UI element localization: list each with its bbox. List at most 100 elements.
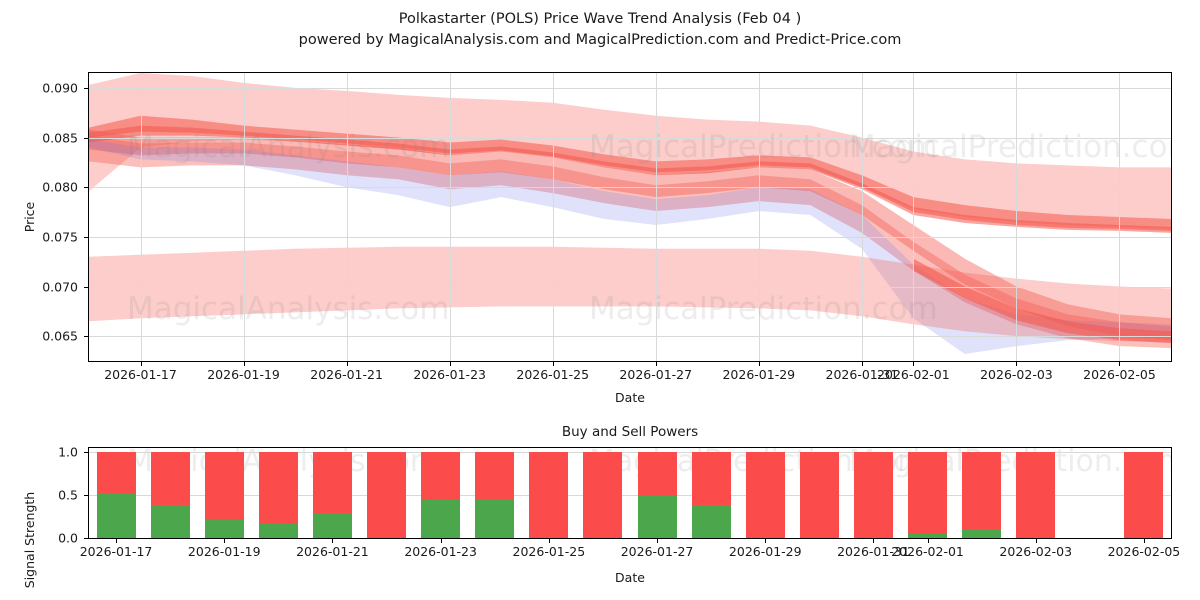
sell-power-bar[interactable]: [150, 452, 190, 505]
sell-power-bar[interactable]: [258, 452, 298, 524]
signal-x-tick-label: 2026-02-03: [999, 544, 1073, 559]
price-y-tick-label: 0.090: [42, 80, 78, 96]
sell-power-bar[interactable]: [312, 452, 352, 514]
buy-power-bar[interactable]: [258, 523, 298, 538]
price-x-tick-label: 2026-01-25: [516, 367, 590, 382]
signal-bar-group[interactable]: [96, 448, 136, 538]
signal-bar-group[interactable]: [583, 448, 623, 538]
sell-power-bar[interactable]: [1016, 452, 1056, 538]
signal-bar-group[interactable]: [475, 448, 515, 538]
sell-power-bar[interactable]: [204, 452, 244, 520]
price-x-tick-label: 2026-01-21: [310, 367, 383, 382]
sell-power-bar[interactable]: [96, 452, 136, 493]
signal-y-axis-label: Signal Strength: [22, 491, 37, 589]
price-x-tick-mark: [758, 362, 760, 366]
price-gridline-v: [140, 73, 142, 361]
price-gridline-h: [89, 187, 1171, 189]
price-x-tick-mark: [1119, 362, 1121, 366]
buy-power-bar[interactable]: [312, 514, 352, 538]
signal-bar-group[interactable]: [1124, 448, 1164, 538]
signal-x-tick-label: 2026-01-31: [837, 544, 910, 559]
price-x-tick-label: 2026-01-23: [413, 367, 486, 382]
buy-power-bar[interactable]: [421, 500, 461, 538]
signal-x-tick-mark: [873, 539, 875, 543]
signal-x-tick-mark: [332, 539, 334, 543]
signal-x-tick-label: 2026-01-25: [512, 544, 586, 559]
signal-bar-group[interactable]: [258, 448, 298, 538]
sell-power-bar[interactable]: [853, 452, 893, 538]
buy-power-bar[interactable]: [204, 519, 244, 538]
signal-bar-group[interactable]: [637, 448, 677, 538]
sell-power-bar[interactable]: [908, 452, 947, 534]
signal-y-tick-label: 1.0: [58, 444, 78, 460]
signal-bar-group[interactable]: [799, 448, 839, 538]
signal-x-tick-label: 2026-02-05: [1107, 544, 1181, 559]
signal-y-tick-mark: [84, 495, 88, 497]
chart-title-line-1: Polkastarter (POLS) Price Wave Trend Ana…: [398, 11, 802, 27]
signal-y-tick-label: 0.5: [58, 487, 78, 503]
signal-x-tick-mark: [548, 539, 550, 543]
price-gridline-h: [89, 236, 1171, 238]
signal-bar-group[interactable]: [745, 448, 785, 538]
price-x-tick-mark: [449, 362, 451, 366]
signal-bar-group[interactable]: [908, 448, 947, 538]
price-y-tick-label: 0.085: [42, 130, 78, 146]
price-x-tick-mark: [140, 362, 142, 366]
sell-power-bar[interactable]: [421, 452, 461, 501]
buy-power-bar[interactable]: [475, 500, 515, 538]
signal-bar-group[interactable]: [962, 448, 1002, 538]
price-gridline-h: [89, 87, 1171, 89]
signal-y-tick-label: 0.0: [58, 530, 78, 546]
price-y-tick-mark: [84, 336, 88, 338]
buy-power-bar[interactable]: [96, 492, 136, 538]
sell-power-bar[interactable]: [1124, 452, 1164, 538]
signal-y-tick-mark: [84, 538, 88, 539]
sell-power-bar[interactable]: [691, 452, 731, 506]
buy-power-bar[interactable]: [637, 495, 677, 538]
sell-power-bar[interactable]: [637, 452, 677, 496]
signal-bar-group[interactable]: [421, 448, 461, 538]
price-gridline-v: [552, 73, 554, 361]
sell-power-bar[interactable]: [529, 452, 569, 538]
price-band-upper-outer-band: [89, 73, 1171, 229]
signal-bar-group[interactable]: [853, 448, 893, 538]
sell-power-bar[interactable]: [962, 452, 1002, 529]
signal-bar-group[interactable]: [204, 448, 244, 538]
signal-x-tick-mark: [765, 539, 767, 543]
buy-power-bar[interactable]: [691, 505, 731, 538]
price-gridline-h: [89, 137, 1171, 139]
sell-power-bar[interactable]: [799, 452, 839, 538]
price-x-tick-mark: [346, 362, 348, 366]
price-gridline-h: [89, 336, 1171, 338]
sell-power-bar[interactable]: [367, 452, 406, 538]
price-wave-plot-area: MagicalAnalysis.com MagicalPrediction.com…: [88, 72, 1172, 362]
signal-x-axis-label: Date: [615, 570, 645, 585]
price-x-tick-label: 2026-02-05: [1083, 367, 1156, 382]
signal-bar-group[interactable]: [312, 448, 352, 538]
price-gridline-v: [346, 73, 348, 361]
price-y-tick-mark: [84, 87, 88, 89]
buy-power-bar[interactable]: [150, 504, 190, 538]
sell-power-bar[interactable]: [475, 452, 515, 501]
price-x-tick-label: 2026-02-03: [980, 367, 1053, 382]
price-gridline-v: [655, 73, 657, 361]
signal-bar-group[interactable]: [367, 448, 406, 538]
signal-x-tick-label: 2026-01-17: [79, 544, 153, 559]
price-band-layer: [89, 73, 1171, 355]
price-y-tick-label: 0.080: [42, 179, 78, 195]
signal-bar-group[interactable]: [150, 448, 190, 538]
signal-bar-group[interactable]: [691, 448, 731, 538]
price-x-tick-label: 2026-01-31: [825, 367, 899, 382]
signal-bar-group[interactable]: [529, 448, 569, 538]
price-band-mid-red-band: [89, 129, 1171, 341]
signal-gridline-h: [89, 538, 1171, 539]
buy-power-bar[interactable]: [962, 528, 1002, 538]
sell-power-bar[interactable]: [583, 452, 623, 538]
price-y-tick-mark: [84, 286, 88, 288]
sell-power-bar[interactable]: [745, 452, 785, 538]
signal-bar-group[interactable]: [1016, 448, 1056, 538]
price-y-tick-mark: [84, 137, 88, 139]
buy-power-bar[interactable]: [908, 533, 947, 538]
price-x-tick-label: 2026-01-29: [722, 367, 796, 382]
signal-x-tick-mark: [440, 539, 442, 543]
